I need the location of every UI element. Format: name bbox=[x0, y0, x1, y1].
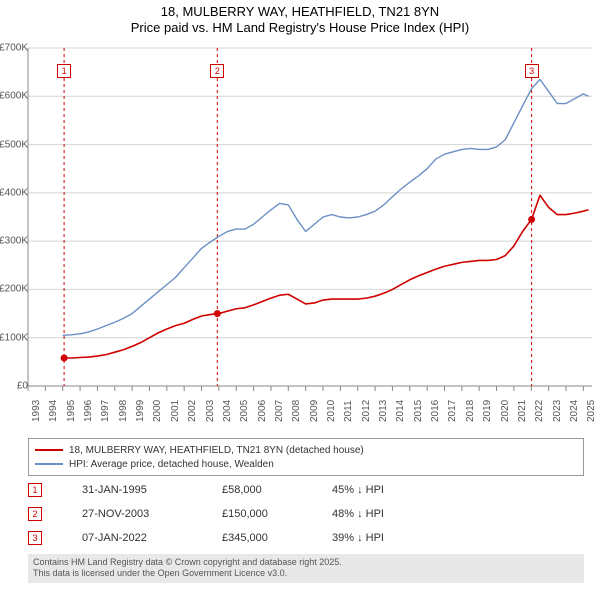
legend-label-1: 18, MULBERRY WAY, HEATHFIELD, TN21 8YN (… bbox=[69, 445, 364, 456]
ytick-label: £100K bbox=[0, 332, 28, 343]
xtick-label: 2016 bbox=[430, 400, 441, 422]
ytick-label: £600K bbox=[0, 91, 28, 102]
marker-table: 1 31-JAN-1995 £58,000 45% ↓ HPI 2 27-NOV… bbox=[28, 478, 584, 550]
xtick-label: 2010 bbox=[326, 400, 337, 422]
title-subtitle: Price paid vs. HM Land Registry's House … bbox=[0, 20, 600, 35]
xtick-label: 2018 bbox=[465, 400, 476, 422]
xtick-label: 2015 bbox=[413, 400, 424, 422]
chart-svg bbox=[0, 44, 600, 432]
ytick-label: £500K bbox=[0, 139, 28, 150]
attribution-footer: Contains HM Land Registry data © Crown c… bbox=[28, 554, 584, 583]
xtick-label: 1994 bbox=[48, 400, 59, 422]
marker-pct-2: 48% ↓ HPI bbox=[332, 508, 452, 520]
footer-line-2: This data is licensed under the Open Gov… bbox=[33, 568, 579, 579]
marker-date-2: 27-NOV-2003 bbox=[82, 508, 222, 520]
legend-label-2: HPI: Average price, detached house, Weal… bbox=[69, 459, 274, 470]
marker-price-3: £345,000 bbox=[222, 532, 332, 544]
ytick-label: £300K bbox=[0, 236, 28, 247]
xtick-label: 2006 bbox=[257, 400, 268, 422]
xtick-label: 2017 bbox=[447, 400, 458, 422]
xtick-label: 1998 bbox=[118, 400, 129, 422]
xtick-label: 2019 bbox=[482, 400, 493, 422]
xtick-label: 2011 bbox=[343, 400, 354, 422]
legend-box: 18, MULBERRY WAY, HEATHFIELD, TN21 8YN (… bbox=[28, 438, 584, 476]
xtick-label: 2009 bbox=[309, 400, 320, 422]
xtick-label: 2024 bbox=[569, 400, 580, 422]
xtick-label: 2000 bbox=[152, 400, 163, 422]
marker-badge-2: 2 bbox=[28, 507, 42, 521]
marker-date-1: 31-JAN-1995 bbox=[82, 484, 222, 496]
ytick-label: £0 bbox=[17, 381, 28, 392]
xtick-label: 2008 bbox=[291, 400, 302, 422]
xtick-label: 2014 bbox=[395, 400, 406, 422]
legend-row-1: 18, MULBERRY WAY, HEATHFIELD, TN21 8YN (… bbox=[35, 443, 577, 457]
legend-swatch-1 bbox=[35, 449, 63, 451]
title-block: 18, MULBERRY WAY, HEATHFIELD, TN21 8YN P… bbox=[0, 0, 600, 37]
chart-event-badge: 3 bbox=[525, 64, 539, 78]
xtick-label: 2020 bbox=[500, 400, 511, 422]
xtick-label: 2002 bbox=[187, 400, 198, 422]
xtick-label: 2025 bbox=[586, 400, 597, 422]
xtick-label: 2012 bbox=[361, 400, 372, 422]
xtick-label: 1999 bbox=[135, 400, 146, 422]
marker-pct-3: 39% ↓ HPI bbox=[332, 532, 452, 544]
marker-badge-3: 3 bbox=[28, 531, 42, 545]
marker-row-3: 3 07-JAN-2022 £345,000 39% ↓ HPI bbox=[28, 526, 584, 550]
marker-row-2: 2 27-NOV-2003 £150,000 48% ↓ HPI bbox=[28, 502, 584, 526]
xtick-label: 1997 bbox=[100, 400, 111, 422]
xtick-label: 2007 bbox=[274, 400, 285, 422]
marker-price-1: £58,000 bbox=[222, 484, 332, 496]
legend-swatch-2 bbox=[35, 463, 63, 465]
xtick-label: 2022 bbox=[534, 400, 545, 422]
ytick-label: £200K bbox=[0, 284, 28, 295]
xtick-label: 2013 bbox=[378, 400, 389, 422]
ytick-label: £400K bbox=[0, 187, 28, 198]
legend-row-2: HPI: Average price, detached house, Weal… bbox=[35, 457, 577, 471]
xtick-label: 2001 bbox=[170, 400, 181, 422]
xtick-label: 2023 bbox=[552, 400, 563, 422]
chart-event-badge: 2 bbox=[210, 64, 224, 78]
chart-area: £0 £100K £200K £300K £400K £500K £600K £700K 199… bbox=[0, 44, 600, 432]
xtick-label: 1993 bbox=[31, 400, 42, 422]
title-address: 18, MULBERRY WAY, HEATHFIELD, TN21 8YN bbox=[0, 4, 600, 19]
xtick-label: 1995 bbox=[66, 400, 77, 422]
xtick-label: 1996 bbox=[83, 400, 94, 422]
figure-container: 18, MULBERRY WAY, HEATHFIELD, TN21 8YN P… bbox=[0, 0, 600, 590]
marker-badge-1: 1 bbox=[28, 483, 42, 497]
marker-date-3: 07-JAN-2022 bbox=[82, 532, 222, 544]
xtick-label: 2005 bbox=[239, 400, 250, 422]
marker-row-1: 1 31-JAN-1995 £58,000 45% ↓ HPI bbox=[28, 478, 584, 502]
xtick-label: 2004 bbox=[222, 400, 233, 422]
footer-line-1: Contains HM Land Registry data © Crown c… bbox=[33, 557, 579, 568]
ytick-label: £700K bbox=[0, 43, 28, 54]
xtick-label: 2003 bbox=[205, 400, 216, 422]
xtick-label: 2021 bbox=[517, 400, 528, 422]
chart-event-badge: 1 bbox=[57, 64, 71, 78]
marker-pct-1: 45% ↓ HPI bbox=[332, 484, 452, 496]
marker-price-2: £150,000 bbox=[222, 508, 332, 520]
